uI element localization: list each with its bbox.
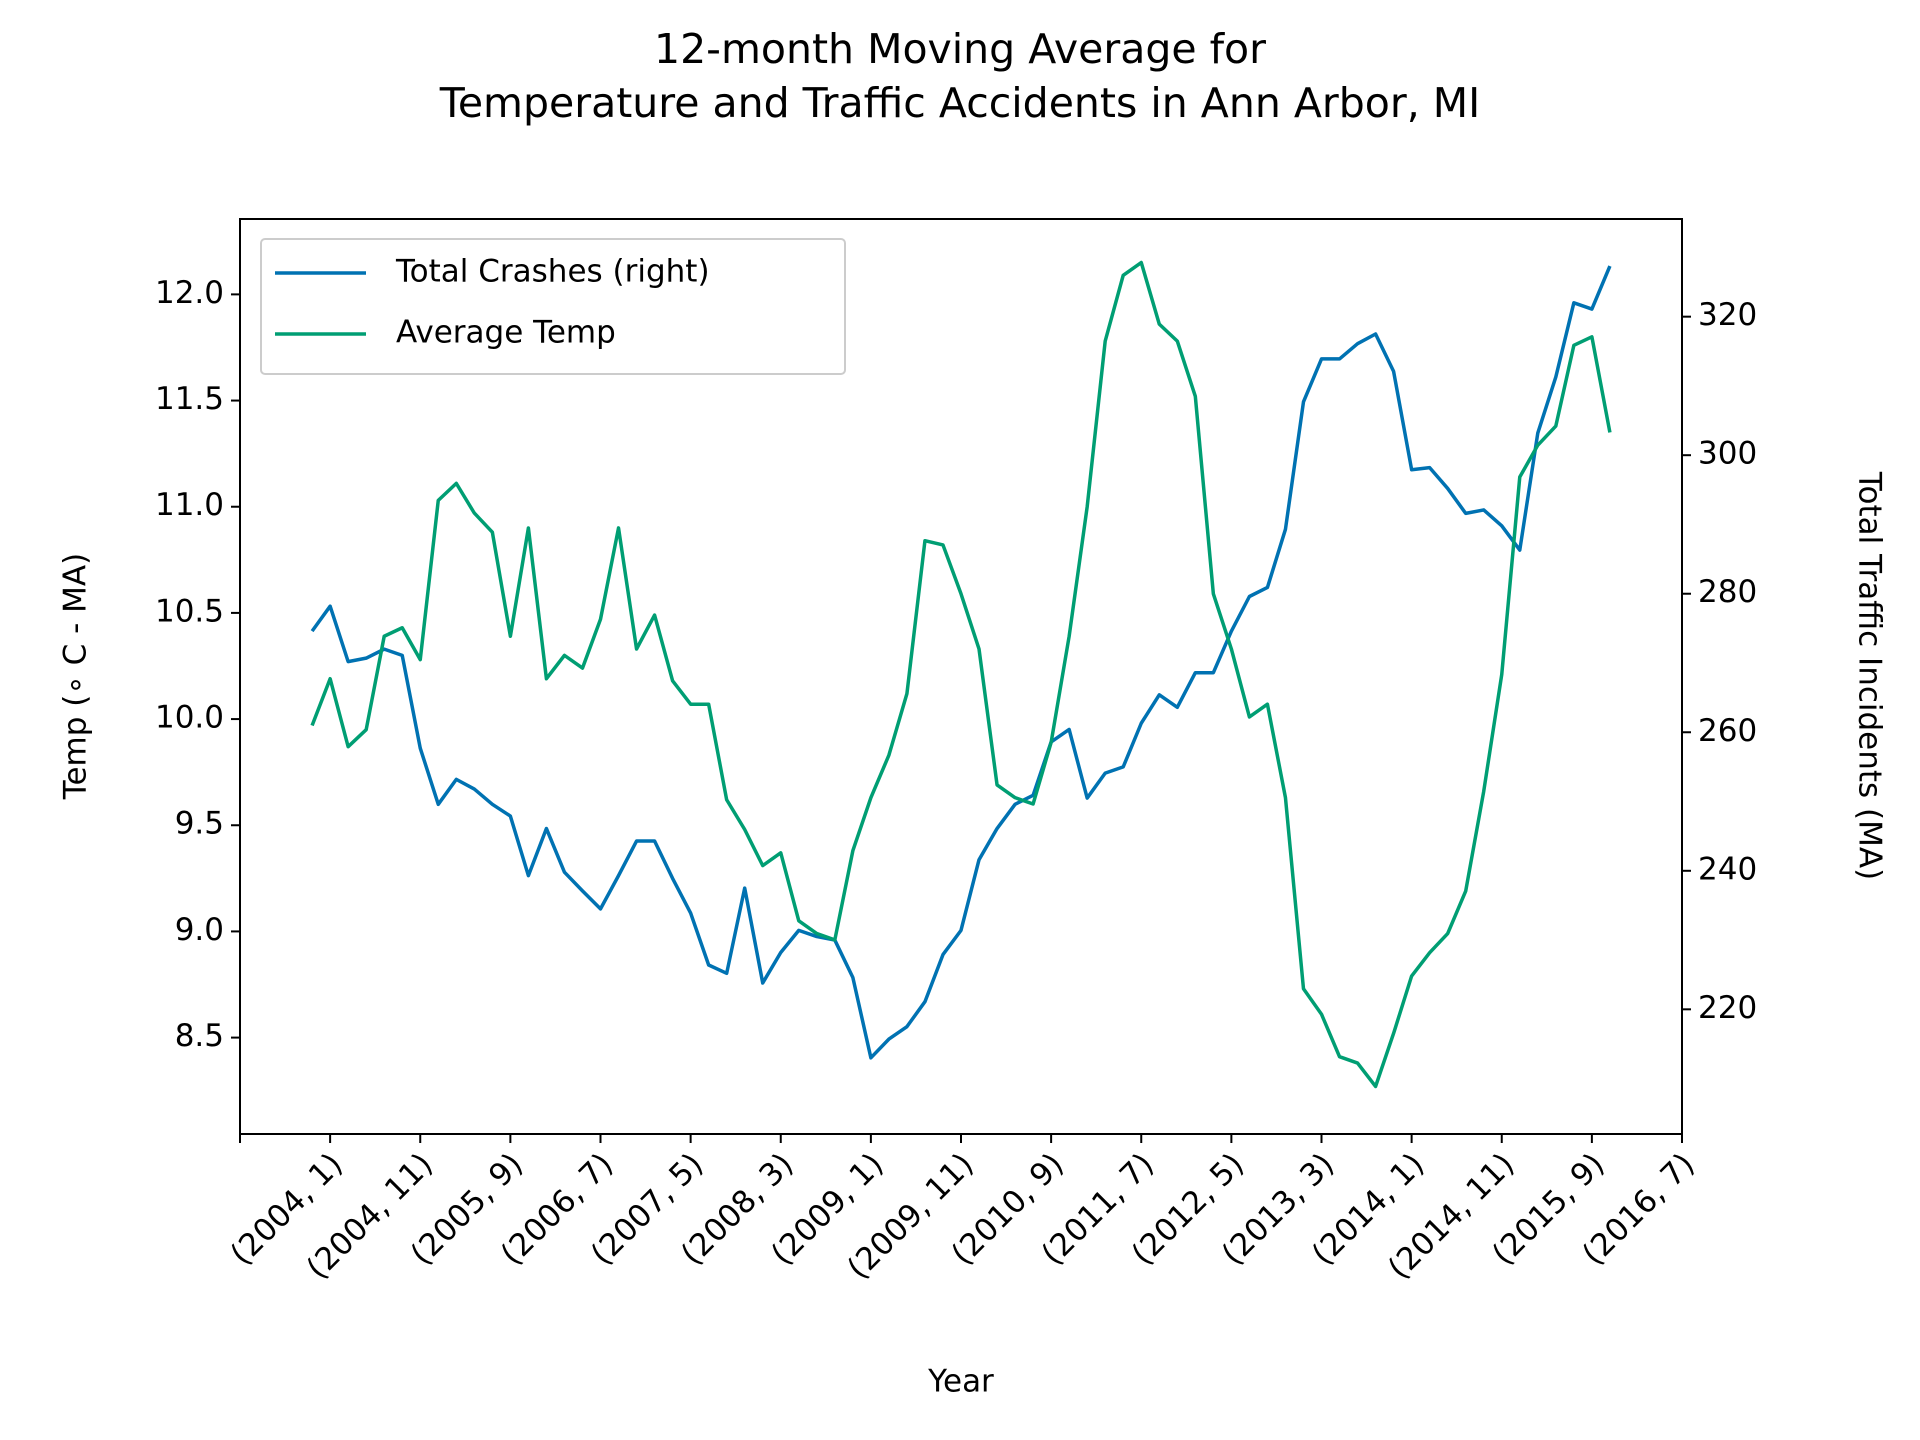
- legend-box: [260, 238, 846, 375]
- y2-axis-label: Total Traffic Incidents (MA): [1852, 471, 1888, 880]
- y2-tick-label: 220: [1698, 990, 1757, 1026]
- y2-tick-label: 260: [1698, 713, 1757, 749]
- line-series: [310, 265, 1612, 1060]
- y2-tick-label: 300: [1698, 436, 1757, 472]
- y2-tick-label: 240: [1698, 851, 1757, 887]
- legend-label: Total Crashes (right): [395, 254, 710, 290]
- y-tick-label: 10.0: [155, 700, 224, 736]
- y-tick-label: 9.5: [175, 806, 224, 842]
- y-axis-label: Temp (∘ C - MA): [58, 553, 94, 800]
- line-series: [310, 260, 1612, 1089]
- chart-title: Temperature and Traffic Accidents in Ann…: [439, 79, 1481, 127]
- y-tick-label: 10.5: [155, 593, 224, 629]
- y2-tick-label: 320: [1698, 297, 1757, 333]
- legend-label: Average Temp: [396, 315, 616, 351]
- y-tick-label: 12.0: [155, 275, 224, 311]
- y-tick-label: 11.0: [155, 487, 224, 523]
- y-tick-label: 8.5: [175, 1018, 224, 1054]
- y-tick-label: 11.5: [155, 381, 224, 417]
- y2-tick-label: 280: [1698, 574, 1757, 610]
- chart-title: 12-month Moving Average for: [654, 25, 1266, 73]
- x-axis-label: Year: [927, 1364, 994, 1400]
- y-tick-label: 9.0: [175, 912, 224, 948]
